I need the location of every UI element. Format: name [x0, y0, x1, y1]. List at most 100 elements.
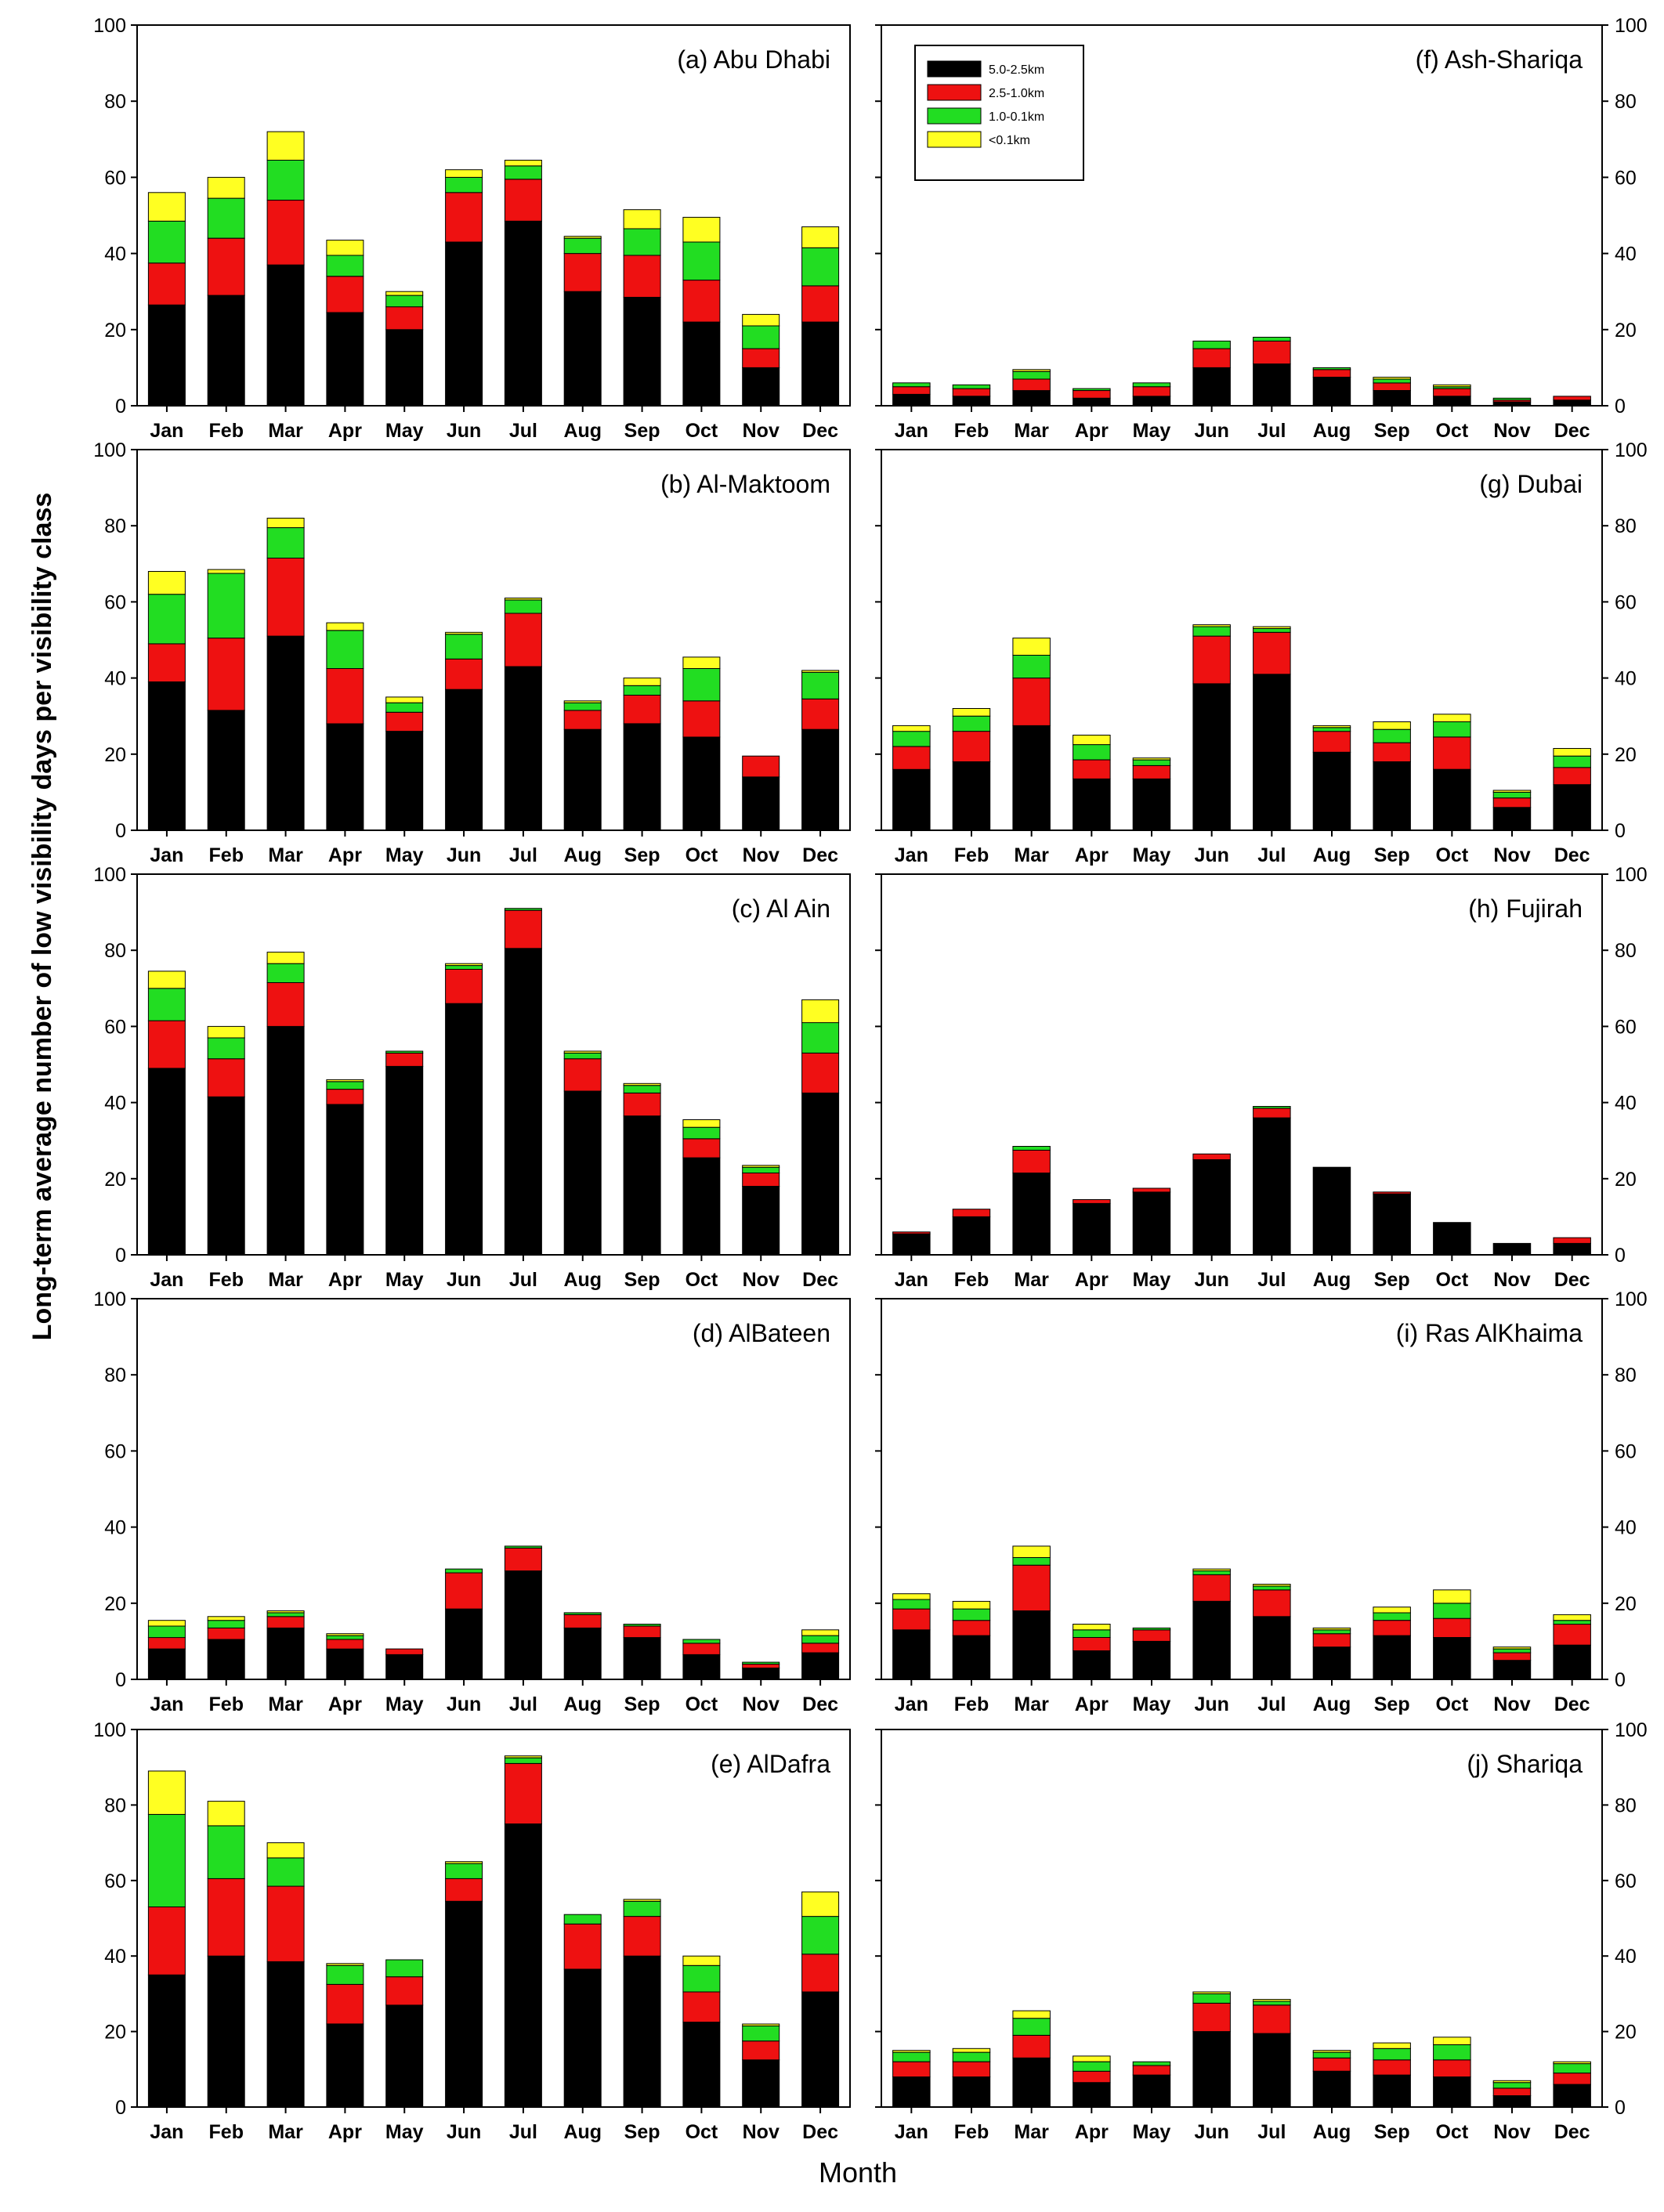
bar-b-aug-s1	[563, 710, 602, 730]
bar-c-apr-s3	[326, 1079, 364, 1083]
y-tick-label: 0	[1615, 2097, 1626, 2119]
bar-a-feb-s0	[207, 295, 245, 407]
bar-c-jun-s2	[445, 965, 483, 970]
bar-b-apr-s1	[326, 668, 364, 725]
y-tick-label: 40	[104, 1093, 126, 1115]
x-tick-label-aug: Aug	[1313, 1269, 1351, 1291]
bar-g-sep-s0	[1373, 761, 1411, 831]
bar-c-jan-s0	[147, 1068, 186, 1256]
bar-a-aug-s3	[563, 236, 602, 239]
x-tick-label-may: May	[385, 1269, 424, 1291]
bar-j-jul-s0	[1253, 2033, 1291, 2108]
x-tick-label-jul: Jul	[1257, 2121, 1286, 2143]
bar-f-sep-s1	[1373, 382, 1411, 391]
x-tick-label-dec: Dec	[1554, 420, 1590, 442]
bar-b-jul-s2	[504, 599, 542, 614]
bar-i-feb-s0	[952, 1635, 991, 1680]
x-tick-label-sep: Sep	[1374, 420, 1410, 442]
panel-c: 0 20 40 60 80 100 Jan Feb Mar Apr May Jun Jul Aug Sep O…	[93, 864, 851, 1291]
bar-b-dec-s3	[801, 670, 840, 673]
x-tick-label-sep: Sep	[624, 1693, 660, 1715]
x-tick-label-mar: Mar	[1014, 1693, 1049, 1715]
bar-j-feb-s2	[952, 2051, 991, 2062]
bar-f-feb-s0	[952, 396, 991, 407]
panel-e: 0 20 40 60 80 100 Jan Feb Mar Apr May Jun Jul Aug Sep O…	[93, 1719, 851, 2143]
bar-e-mar-s2	[266, 1857, 305, 1887]
x-axis-title: Month	[819, 2156, 897, 2189]
bar-j-aug-s1	[1312, 2057, 1351, 2072]
bar-c-nov-s3	[742, 1165, 780, 1168]
bar-j-feb-s0	[952, 2076, 991, 2108]
legend-swatch-2	[927, 107, 982, 125]
bar-c-jul-s1	[504, 909, 542, 949]
bar-e-feb-s3	[207, 1801, 245, 1827]
x-tick-label-jun: Jun	[447, 1269, 481, 1291]
x-tick-label-jun: Jun	[447, 844, 481, 866]
bar-j-mar-s3	[1012, 2010, 1051, 2019]
bar-a-dec-s2	[801, 247, 840, 287]
x-tick-label-aug: Aug	[563, 844, 602, 866]
x-tick-label-oct: Oct	[1435, 1269, 1468, 1291]
bar-a-dec-s1	[801, 285, 840, 323]
bar-b-dec-s1	[801, 698, 840, 730]
bar-h-mar-s0	[1012, 1173, 1051, 1256]
legend-label-0: 5.0-2.5km	[989, 63, 1044, 77]
x-tick-label-sep: Sep	[624, 1269, 660, 1291]
bar-f-feb-s2	[952, 384, 991, 389]
bar-c-feb-s3	[207, 1025, 245, 1039]
bar-c-may-s1	[385, 1052, 424, 1067]
x-tick-label-mar: Mar	[1014, 2121, 1049, 2143]
bar-j-jul-s3	[1253, 1999, 1291, 2002]
bar-i-aug-s1	[1312, 1633, 1351, 1648]
bar-b-sep-s3	[623, 678, 661, 686]
bar-a-mar-s3	[266, 131, 305, 161]
bar-d-jul-s1	[504, 1547, 542, 1572]
x-tick-label-mar: Mar	[268, 1693, 303, 1715]
bar-h-sep-s0	[1373, 1193, 1411, 1256]
bar-h-jul-s2	[1253, 1106, 1291, 1109]
bar-e-jun-s1	[445, 1878, 483, 1902]
bar-a-jun-s2	[445, 176, 483, 193]
bar-i-mar-s0	[1012, 1610, 1051, 1680]
bar-g-oct-s0	[1433, 768, 1471, 831]
bar-e-feb-s2	[207, 1825, 245, 1879]
x-tick-label-jan: Jan	[895, 2121, 928, 2143]
bar-c-dec-s2	[801, 1022, 840, 1054]
y-tick-label: 0	[1615, 396, 1626, 417]
bar-b-feb-s2	[207, 573, 245, 639]
bar-b-dec-s2	[801, 671, 840, 699]
x-tick-label-apr: Apr	[328, 1269, 362, 1291]
x-tick-label-feb: Feb	[954, 420, 989, 442]
bar-g-feb-s0	[952, 761, 991, 831]
y-tick-label: 80	[1615, 515, 1637, 537]
bar-e-sep-s3	[623, 1899, 661, 1902]
bar-a-oct-s1	[682, 280, 721, 323]
bar-f-feb-s1	[952, 388, 991, 397]
bar-f-jun-s2	[1192, 340, 1231, 349]
bar-g-jul-s1	[1253, 631, 1291, 675]
bar-g-mar-s2	[1012, 654, 1051, 679]
bar-i-mar-s2	[1012, 1557, 1051, 1566]
x-tick-label-oct: Oct	[685, 1693, 718, 1715]
y-tick-label: 100	[1615, 864, 1648, 886]
bar-d-nov-s0	[742, 1667, 780, 1680]
x-tick-label-jul: Jul	[509, 844, 537, 866]
x-tick-label-dec: Dec	[802, 844, 838, 866]
bar-i-sep-s0	[1373, 1635, 1411, 1680]
x-tick-label-may: May	[1133, 1269, 1171, 1291]
bar-g-apr-s3	[1073, 735, 1111, 746]
bar-a-apr-s3	[326, 240, 364, 256]
bar-g-jun-s2	[1192, 626, 1231, 637]
x-tick-label-jun: Jun	[1194, 1269, 1228, 1291]
bar-i-may-s2	[1132, 1627, 1171, 1631]
bar-j-aug-s2	[1312, 2051, 1351, 2058]
bar-g-sep-s2	[1373, 728, 1411, 743]
bar-a-feb-s1	[207, 237, 245, 296]
y-tick-label: 80	[104, 515, 126, 537]
bar-e-jun-s2	[445, 1863, 483, 1879]
y-tick-label: 0	[1615, 1669, 1626, 1691]
bar-d-oct-s0	[682, 1654, 721, 1680]
bar-e-feb-s1	[207, 1878, 245, 1957]
bar-g-dec-s2	[1553, 755, 1591, 768]
bar-e-sep-s2	[623, 1900, 661, 1917]
